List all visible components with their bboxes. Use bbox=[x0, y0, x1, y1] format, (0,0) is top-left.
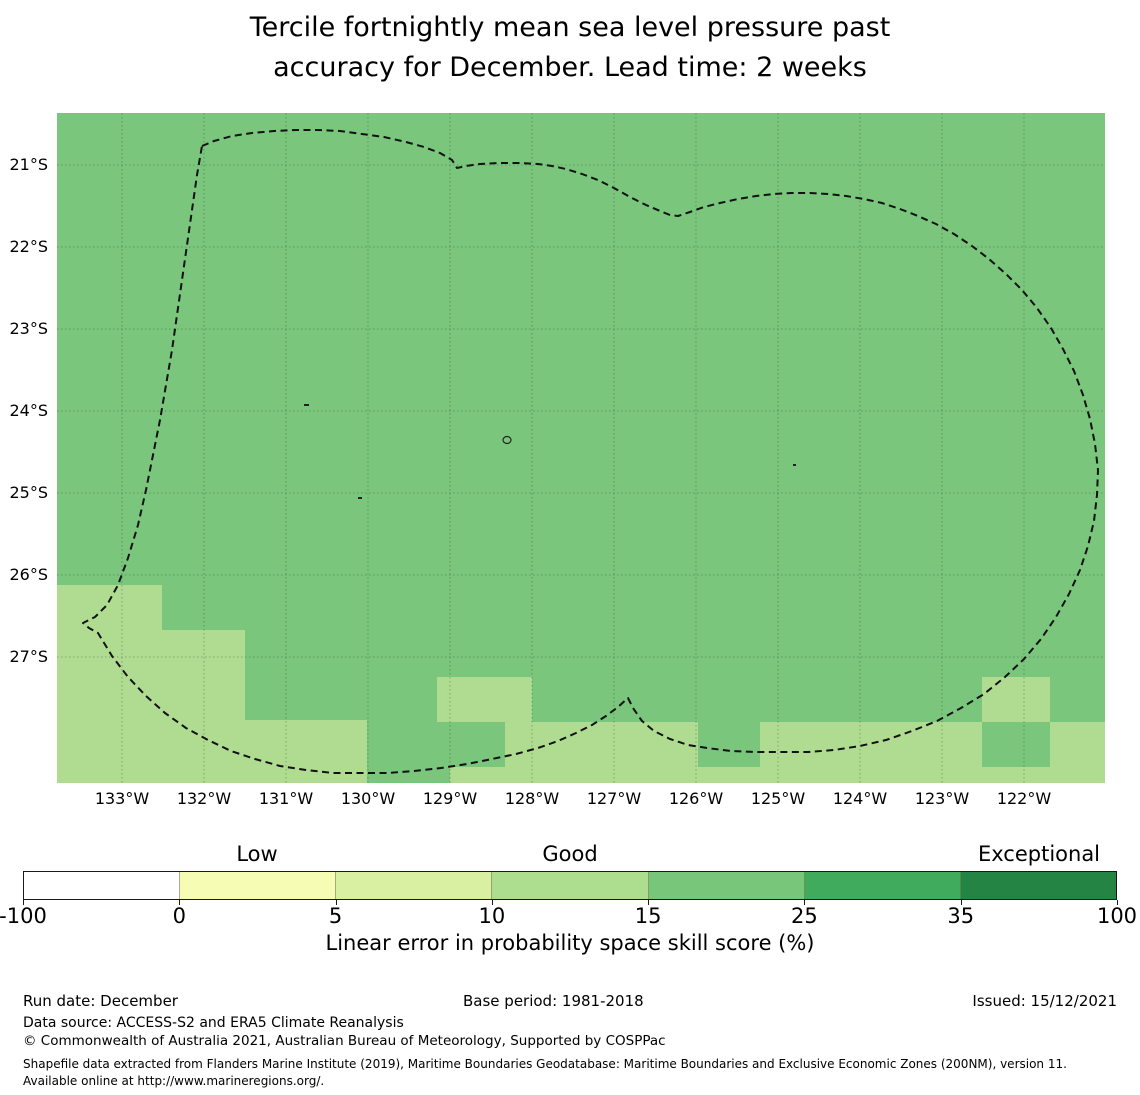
colorbar-tick-label: -100 bbox=[0, 904, 47, 928]
x-tick-label: 131°W bbox=[258, 789, 314, 808]
x-tick-label: 133°W bbox=[94, 789, 150, 808]
colorbar-segment bbox=[648, 872, 805, 899]
colorbar bbox=[23, 871, 1117, 900]
x-tick-label: 128°W bbox=[504, 789, 560, 808]
colorbar-tick-label: 15 bbox=[634, 904, 662, 928]
island-mark bbox=[793, 464, 796, 466]
y-tick-label: 22°S bbox=[9, 237, 48, 256]
x-tick-label: 127°W bbox=[586, 789, 642, 808]
colorbar-segment bbox=[492, 872, 649, 899]
footer-data-source: Data source: ACCESS-S2 and ERA5 Climate … bbox=[23, 1015, 404, 1031]
colorbar-segment bbox=[24, 872, 181, 899]
y-tick-label: 25°S bbox=[9, 483, 48, 502]
colorbar-tick-label: 10 bbox=[478, 904, 506, 928]
colorbar-segment bbox=[960, 872, 1116, 899]
colorbar-tick-label: 25 bbox=[791, 904, 818, 928]
island-mark bbox=[358, 497, 362, 499]
colorbar-tick-mark bbox=[179, 900, 181, 905]
chart-title-line1: Tercile fortnightly mean sea level press… bbox=[249, 12, 891, 43]
colorbar-tick-mark bbox=[804, 900, 806, 905]
colorbar-axis-label: Linear error in probability space skill … bbox=[325, 931, 815, 955]
island-mark bbox=[304, 404, 309, 406]
skill-cell-light bbox=[57, 585, 162, 783]
colorbar-tick-label: 100 bbox=[1096, 904, 1138, 928]
colorbar-quality-label: Exceptional bbox=[977, 842, 1101, 866]
skill-cell-light bbox=[760, 722, 982, 767]
y-tick-label: 21°S bbox=[9, 155, 48, 174]
footer-shapefile-note: Shapefile data extracted from Flanders M… bbox=[23, 1057, 1067, 1088]
y-tick-label: 23°S bbox=[9, 319, 48, 338]
colorbar-segment bbox=[180, 872, 337, 899]
colorbar-tick-label: 0 bbox=[172, 904, 186, 928]
footer-base-period: Base period: 1981-2018 bbox=[463, 992, 644, 1010]
skill-cell-light bbox=[162, 630, 245, 783]
x-tick-label: 126°W bbox=[668, 789, 724, 808]
skill-cell-light bbox=[505, 722, 698, 767]
x-tick-label: 124°W bbox=[832, 789, 888, 808]
chart-title: Tercile fortnightly mean sea level press… bbox=[0, 8, 1140, 88]
map-svg bbox=[57, 113, 1105, 783]
footer-copyright: © Commonwealth of Australia 2021, Austra… bbox=[23, 1033, 666, 1049]
eez-boundary-dashed bbox=[82, 129, 1099, 774]
colorbar-tick-label: 35 bbox=[947, 904, 975, 928]
y-tick-label: 27°S bbox=[9, 647, 48, 666]
skill-cell-light bbox=[437, 677, 532, 722]
island-mark bbox=[502, 435, 512, 445]
footer-issued: Issued: 15/12/2021 bbox=[972, 992, 1117, 1010]
map-plot-area bbox=[57, 113, 1105, 783]
skill-cell-light bbox=[1050, 722, 1105, 767]
colorbar-tick-mark bbox=[491, 900, 493, 905]
skill-cell-light bbox=[450, 767, 1105, 783]
x-tick-label: 129°W bbox=[422, 789, 478, 808]
colorbar-quality-label: Low bbox=[236, 842, 278, 866]
colorbar-segment bbox=[804, 872, 961, 899]
colorbar-segment bbox=[336, 872, 493, 899]
chart-title-line2: accuracy for December. Lead time: 2 week… bbox=[273, 52, 867, 83]
y-tick-label: 24°S bbox=[9, 401, 48, 420]
x-tick-label: 132°W bbox=[176, 789, 232, 808]
colorbar-tick-mark bbox=[960, 900, 962, 905]
colorbar-quality-label: Good bbox=[542, 842, 598, 866]
skill-cell-light bbox=[982, 677, 1050, 722]
x-tick-label: 125°W bbox=[750, 789, 806, 808]
colorbar-tick-mark bbox=[1117, 900, 1118, 905]
x-tick-label: 122°W bbox=[996, 789, 1052, 808]
x-tick-label: 130°W bbox=[340, 789, 396, 808]
footer-run-date: Run date: December bbox=[23, 992, 178, 1010]
colorbar-tick-label: 5 bbox=[328, 904, 343, 928]
x-tick-label: 123°W bbox=[914, 789, 970, 808]
colorbar-tick-mark bbox=[23, 900, 24, 905]
colorbar-tick-mark bbox=[335, 900, 337, 905]
y-tick-label: 26°S bbox=[9, 565, 48, 584]
colorbar-tick-mark bbox=[648, 900, 650, 905]
